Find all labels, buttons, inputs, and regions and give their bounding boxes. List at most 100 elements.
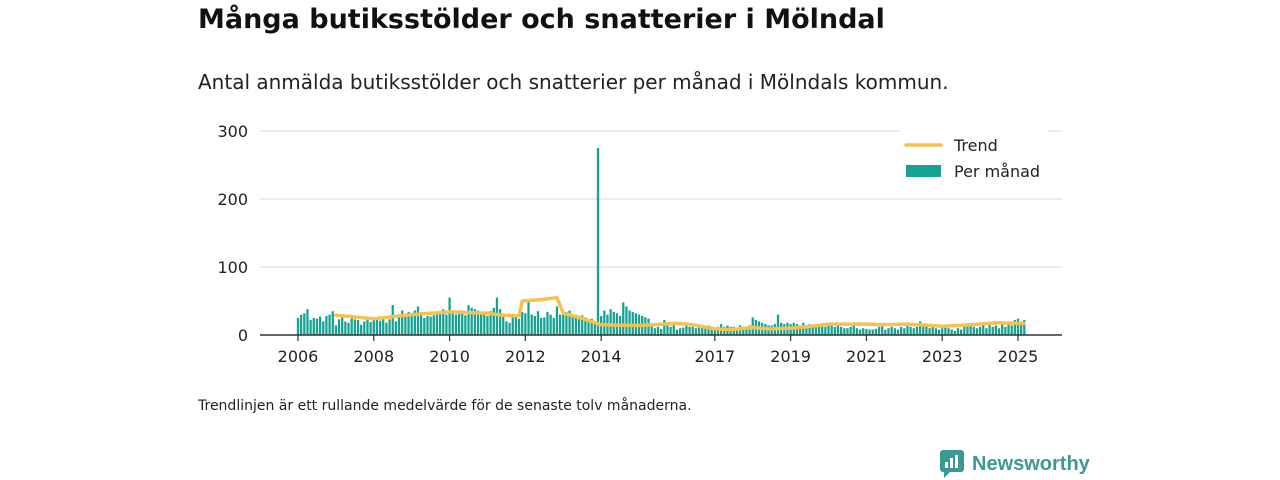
bar xyxy=(881,324,884,335)
bar xyxy=(540,318,543,335)
bar xyxy=(874,328,878,335)
bar xyxy=(555,306,559,335)
bar xyxy=(524,313,527,335)
bar xyxy=(486,315,489,335)
bar xyxy=(1004,326,1007,335)
bar xyxy=(366,318,369,335)
bar xyxy=(997,328,1001,335)
bar xyxy=(918,321,922,335)
bar xyxy=(603,310,606,335)
bar xyxy=(514,314,518,335)
bar xyxy=(985,328,988,335)
bar xyxy=(565,311,568,335)
bar xyxy=(1020,322,1023,335)
bar xyxy=(587,320,590,335)
legend: Trend Per månad xyxy=(900,130,1048,188)
bar xyxy=(467,305,470,335)
bar xyxy=(315,318,319,335)
bar xyxy=(896,329,900,335)
x-tick-label: 2025 xyxy=(998,347,1039,366)
legend-trend-label: Trend xyxy=(953,136,998,155)
bar xyxy=(581,315,584,335)
newsworthy-logo: Newsworthy xyxy=(940,450,1090,478)
bar xyxy=(925,326,928,335)
bar xyxy=(710,326,713,335)
bar xyxy=(344,321,347,335)
bar xyxy=(401,310,404,335)
y-tick-label: 300 xyxy=(217,122,248,141)
bar xyxy=(309,320,312,335)
bar xyxy=(360,324,363,335)
bar xyxy=(745,326,748,335)
bar xyxy=(666,325,669,335)
bar xyxy=(432,315,435,335)
bar xyxy=(748,325,751,335)
y-tick-label: 0 xyxy=(238,326,248,345)
bar xyxy=(511,317,514,335)
bar xyxy=(451,311,454,335)
bar xyxy=(372,320,375,335)
x-tick-label: 2023 xyxy=(922,347,963,366)
bar xyxy=(978,326,982,335)
bar xyxy=(347,322,350,335)
bar xyxy=(884,329,887,335)
trend-line xyxy=(334,295,1027,332)
bar xyxy=(950,329,953,335)
bar xyxy=(865,328,868,335)
bar xyxy=(893,328,896,335)
bar xyxy=(584,317,587,335)
bar xyxy=(574,314,578,335)
bar xyxy=(808,324,811,335)
bar xyxy=(382,315,385,335)
bar xyxy=(909,326,912,335)
bar xyxy=(1001,322,1004,335)
bar xyxy=(521,311,524,335)
y-tick-label: 200 xyxy=(217,190,248,209)
bar xyxy=(694,328,698,335)
bar xyxy=(840,326,843,335)
bar xyxy=(546,311,549,335)
y-axis-ticks: 0 100 200 300 xyxy=(217,122,248,345)
chart-subtitle: Antal anmälda butiksstölder och snatteri… xyxy=(198,70,949,94)
bar xyxy=(982,325,985,335)
bar xyxy=(742,326,745,335)
bar xyxy=(375,318,379,335)
bar xyxy=(536,311,540,335)
bar xyxy=(385,322,388,335)
bar xyxy=(972,326,975,335)
bar xyxy=(937,329,941,335)
bar xyxy=(675,329,679,335)
bar xyxy=(590,318,593,335)
bar xyxy=(836,325,840,335)
bar xyxy=(502,314,505,335)
x-tick-label: 2012 xyxy=(505,347,546,366)
bar xyxy=(337,319,341,335)
bar xyxy=(476,310,480,335)
bar xyxy=(956,328,960,335)
bar xyxy=(830,324,833,335)
bar xyxy=(963,326,966,335)
bar xyxy=(855,328,859,335)
bar xyxy=(941,328,944,335)
bar xyxy=(653,328,656,335)
bar xyxy=(388,319,391,335)
bar xyxy=(300,314,303,335)
bar xyxy=(483,312,486,335)
bar xyxy=(678,328,682,335)
bar xyxy=(533,315,536,335)
bar xyxy=(988,324,991,335)
bar xyxy=(704,328,707,335)
bar xyxy=(378,320,382,335)
bar xyxy=(663,320,666,335)
bar xyxy=(707,325,710,335)
bar xyxy=(407,311,410,335)
bar xyxy=(991,326,994,335)
bar xyxy=(464,315,467,335)
bar xyxy=(410,313,413,335)
y-tick-label: 100 xyxy=(217,258,248,277)
bar xyxy=(631,311,634,335)
bar xyxy=(423,318,426,335)
bar xyxy=(849,326,852,335)
bar xyxy=(672,324,675,335)
bar xyxy=(517,318,521,335)
